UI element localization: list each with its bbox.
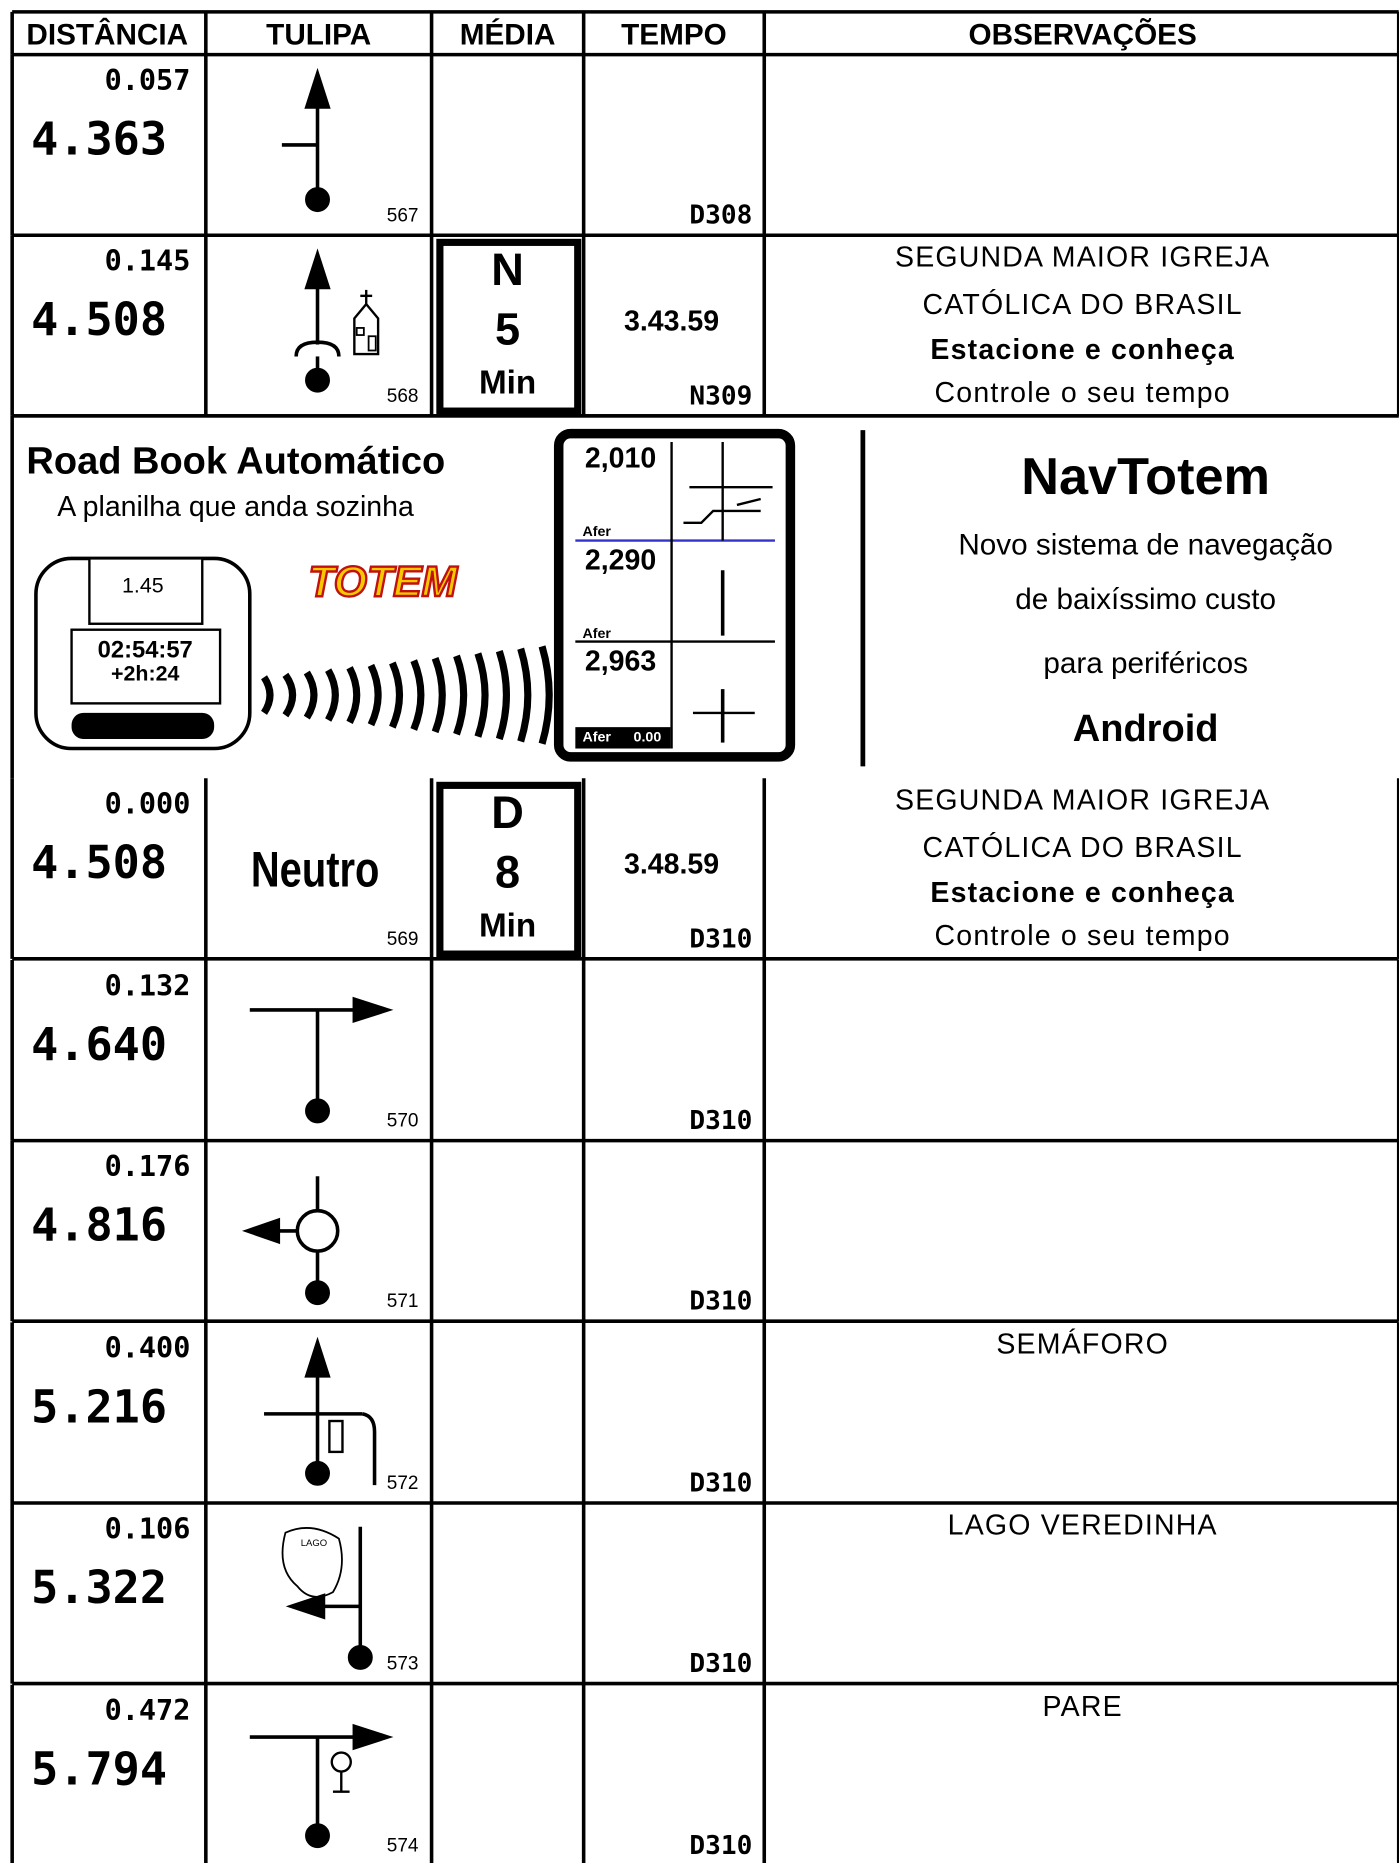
- ad-brand: TOTEM: [308, 558, 458, 606]
- total-distance: 5.216: [31, 1380, 167, 1433]
- tempo: 3.48.59: [624, 849, 719, 881]
- header: DISTÂNCIA TULIPA MÉDIA TEMPO OBSERVAÇÕES: [12, 10, 1399, 52]
- observation: LAGO VEREDINHA: [948, 1509, 1218, 1541]
- tulip-number: 571: [387, 1291, 419, 1312]
- media-box: [436, 238, 582, 415]
- media-value: 5: [495, 304, 520, 355]
- ad-title: Road Book Automático: [26, 440, 445, 482]
- column-header: DISTÂNCIA: [26, 18, 188, 52]
- tulip-text: Neutro: [251, 841, 380, 897]
- total-distance: 4.508: [31, 293, 167, 346]
- total-distance: 4.640: [31, 1018, 167, 1071]
- total-distance: 4.508: [31, 836, 167, 889]
- observation: Estacione e conheça: [930, 334, 1235, 366]
- media-value: D: [491, 787, 524, 838]
- observation: Estacione e conheça: [930, 877, 1235, 909]
- total-distance: 5.322: [31, 1561, 167, 1614]
- partial-distance: 0.176: [105, 1150, 191, 1183]
- media-box: [436, 781, 582, 958]
- tempo: 3.43.59: [624, 306, 719, 338]
- tulip-number: 573: [387, 1654, 419, 1675]
- road-code: N309: [689, 381, 752, 411]
- total-distance: 4.363: [31, 113, 167, 166]
- screen-label: Afer: [582, 524, 611, 540]
- media-value: Min: [479, 365, 536, 402]
- observation: CATÓLICA DO BRASIL: [923, 289, 1243, 321]
- screen-label: Afer: [582, 730, 611, 746]
- screen-distance: 2,963: [585, 646, 656, 678]
- observation: SEMÁFORO: [996, 1329, 1169, 1361]
- total-distance: 4.816: [31, 1199, 167, 1252]
- product-line: de baixíssimo custo: [1015, 583, 1276, 616]
- observation: SEGUNDA MAIOR IGREJA: [895, 785, 1270, 817]
- column-header: MÉDIA: [460, 18, 556, 52]
- road-code: D310: [689, 1831, 752, 1861]
- observation: Controle o seu tempo: [935, 377, 1231, 409]
- observation: Controle o seu tempo: [935, 920, 1231, 952]
- partial-distance: 0.472: [105, 1694, 191, 1727]
- screen-label: Afer: [582, 626, 611, 642]
- device-display: +2h:24: [111, 662, 179, 686]
- screen-distance: 2,010: [585, 442, 656, 474]
- ad-banner: Road Book Automático A planilha que anda…: [10, 415, 1333, 779]
- partial-distance: 0.145: [105, 245, 191, 278]
- ad-subtitle: A planilha que anda sozinha: [57, 491, 414, 523]
- tulip-number: 570: [387, 1111, 419, 1132]
- observation: SEGUNDA MAIOR IGREJA: [895, 242, 1270, 274]
- tulip-text: LAGO: [301, 1538, 327, 1549]
- device-display: 1.45: [122, 574, 164, 598]
- screen-distance: 2,290: [585, 545, 656, 577]
- media-value: 8: [495, 847, 520, 898]
- product-line: Novo sistema de navegação: [958, 528, 1333, 561]
- product-platform: Android: [1073, 708, 1219, 750]
- screen-value: 0.00: [634, 730, 662, 746]
- partial-distance: 0.106: [105, 1512, 191, 1545]
- tulip-number: 569: [387, 929, 419, 950]
- product-line: para periféricos: [1043, 647, 1248, 680]
- road-code: D310: [689, 1468, 752, 1498]
- tulip-number: 574: [387, 1835, 419, 1856]
- road-code: D310: [689, 1649, 752, 1679]
- product-name: NavTotem: [1021, 448, 1270, 506]
- partial-distance: 0.132: [105, 969, 191, 1002]
- tulip-number: 567: [387, 205, 419, 226]
- column-header: TEMPO: [621, 19, 727, 52]
- media-value: N: [491, 244, 524, 295]
- tulip-drawings: [241, 67, 394, 1849]
- observation: CATÓLICA DO BRASIL: [923, 832, 1243, 864]
- partial-distance: 0.000: [105, 788, 191, 821]
- column-header: OBSERVAÇÕES: [969, 18, 1197, 52]
- media-value: Min: [479, 908, 536, 945]
- device-display: 02:54:57: [98, 636, 193, 663]
- partial-distance: 0.400: [105, 1332, 191, 1365]
- road-code: D310: [689, 1106, 752, 1136]
- road-code: D310: [689, 1287, 752, 1317]
- partial-distance: 0.057: [105, 64, 191, 97]
- road-code: D310: [689, 924, 752, 954]
- total-distance: 5.794: [31, 1743, 167, 1796]
- road-code: D308: [689, 201, 752, 231]
- tulip-number: 572: [387, 1473, 419, 1494]
- observation: PARE: [1043, 1691, 1123, 1723]
- tulip-number: 568: [387, 386, 419, 407]
- column-header: TULIPA: [266, 19, 371, 52]
